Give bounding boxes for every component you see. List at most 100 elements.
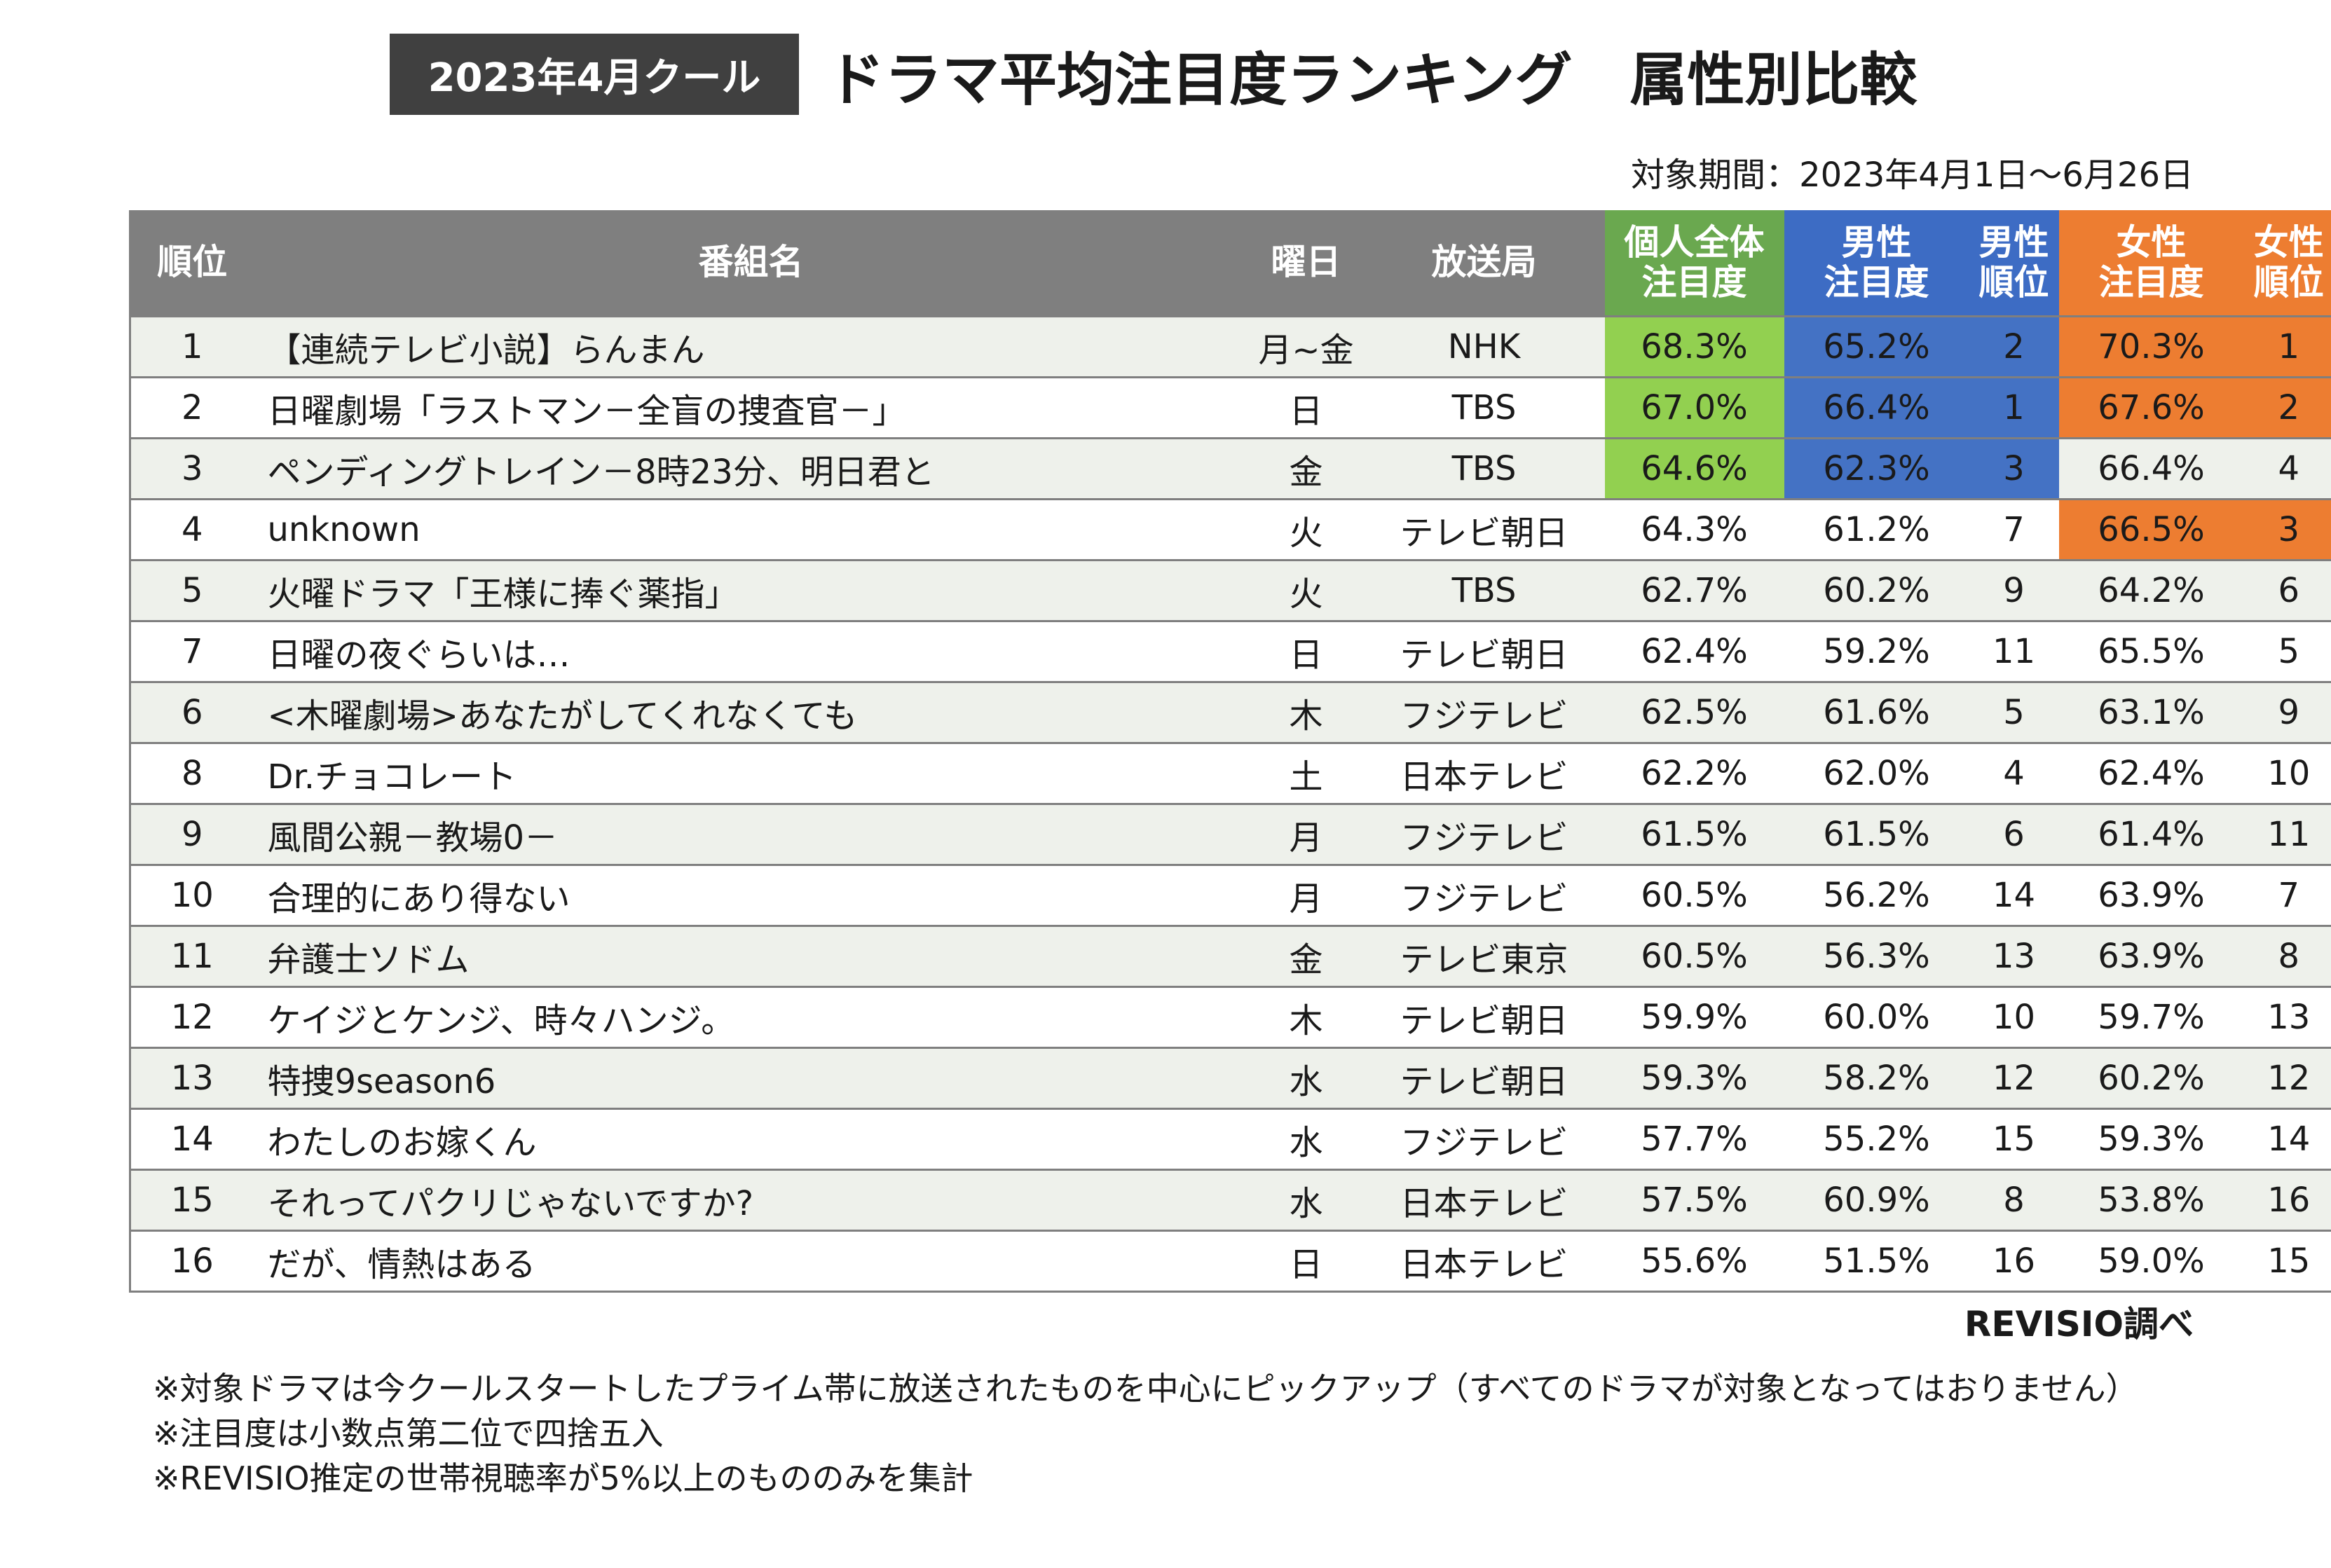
cell-program: 特捜9season6 bbox=[253, 1047, 1249, 1110]
cell-female: 64.2% bbox=[2058, 559, 2244, 622]
cell-overall: 68.3% bbox=[1604, 315, 1784, 378]
cell-male: 56.2% bbox=[1784, 864, 1969, 927]
cell-female: 59.3% bbox=[2058, 1108, 2244, 1171]
cell-female-rank: 15 bbox=[2243, 1230, 2331, 1293]
cell-program: <木曜劇場>あなたがしてくれなくても bbox=[253, 681, 1249, 744]
page-title: ドラマ平均注目度ランキング 属性別比較 bbox=[827, 46, 1918, 114]
cell-day: 金 bbox=[1248, 437, 1364, 500]
table-row: 8 Dr.チョコレート土日本テレビ 62.2% 62.0% 4 62.4% 10 bbox=[130, 742, 2331, 805]
cell-rank: 5 bbox=[130, 559, 254, 622]
cell-program: 日曜の夜ぐらいは… bbox=[253, 620, 1249, 683]
cell-female: 53.8% bbox=[2058, 1169, 2244, 1232]
cell-female: 63.1% bbox=[2058, 681, 2244, 744]
cell-overall: 64.6% bbox=[1604, 437, 1784, 500]
cell-station: テレビ朝日 bbox=[1363, 620, 1605, 683]
cell-female: 66.5% bbox=[2058, 498, 2244, 561]
cell-rank: 14 bbox=[130, 1108, 254, 1171]
cell-male: 61.6% bbox=[1784, 681, 1969, 744]
cell-day: 木 bbox=[1248, 681, 1364, 744]
cell-day: 日 bbox=[1248, 376, 1364, 439]
cell-overall: 60.5% bbox=[1604, 864, 1784, 927]
cell-overall: 62.7% bbox=[1604, 559, 1784, 622]
cell-station: テレビ朝日 bbox=[1363, 498, 1605, 561]
cell-day: 木 bbox=[1248, 986, 1364, 1049]
cell-male-rank: 13 bbox=[1969, 925, 2059, 988]
header-day: 曜日 bbox=[1248, 210, 1364, 317]
cell-station: テレビ東京 bbox=[1363, 925, 1605, 988]
cell-male-rank: 5 bbox=[1969, 681, 2059, 744]
table-body: 1 【連続テレビ小説】らんまん 月~金 NHK 68.3% 65.2% 2 70.3% 1 2 日曜… bbox=[130, 315, 2331, 1293]
cell-day: 日 bbox=[1248, 1230, 1364, 1293]
cell-station: フジテレビ bbox=[1363, 803, 1605, 866]
cell-male-rank: 7 bbox=[1969, 498, 2059, 561]
cell-program: 【連続テレビ小説】らんまん bbox=[253, 315, 1249, 378]
cell-station: TBS bbox=[1363, 437, 1605, 500]
header-rank: 順位 bbox=[130, 210, 254, 317]
cell-male-rank: 6 bbox=[1969, 803, 2059, 866]
cell-day: 水 bbox=[1248, 1047, 1364, 1110]
cell-day: 金 bbox=[1248, 925, 1364, 988]
cell-overall: 64.3% bbox=[1604, 498, 1784, 561]
cell-female-rank: 3 bbox=[2243, 498, 2331, 561]
cell-rank: 4 bbox=[130, 498, 254, 561]
cell-station: テレビ朝日 bbox=[1363, 986, 1605, 1049]
cell-female-rank: 8 bbox=[2243, 925, 2331, 988]
cell-female-rank: 6 bbox=[2243, 559, 2331, 622]
cell-overall: 61.5% bbox=[1604, 803, 1784, 866]
cell-program: ケイジとケンジ、時々ハンジ。 bbox=[253, 986, 1249, 1049]
cell-male: 65.2% bbox=[1784, 315, 1969, 378]
cell-female: 67.6% bbox=[2058, 376, 2244, 439]
cell-male-rank: 3 bbox=[1969, 437, 2059, 500]
cell-male-rank: 11 bbox=[1969, 620, 2059, 683]
cell-female: 60.2% bbox=[2058, 1047, 2244, 1110]
table-row: 14 わたしのお嫁くん水フジテレビ 57.7% 55.2% 15 59.3% 14 bbox=[130, 1108, 2331, 1171]
cell-day: 月 bbox=[1248, 864, 1364, 927]
table-row: 16 だが、情熱はある日日本テレビ 55.6% 51.5% 16 59.0% 15 bbox=[130, 1230, 2331, 1293]
header-overall: 個人全体 注目度 bbox=[1604, 210, 1784, 317]
note-line: ※対象ドラマは今クールスタートしたプライム帯に放送されたものを中心にピックアップ… bbox=[153, 1370, 2138, 1408]
cell-female-rank: 5 bbox=[2243, 620, 2331, 683]
cell-day: 土 bbox=[1248, 742, 1364, 805]
cell-station: フジテレビ bbox=[1363, 864, 1605, 927]
cell-program: それってパクリじゃないですか? bbox=[253, 1169, 1249, 1232]
table-row: 3 ペンディングトレイン－8時23分、明日君と金 TBS 64.6% 62.3% 3 66.… bbox=[130, 437, 2331, 500]
cell-female: 65.5% bbox=[2058, 620, 2244, 683]
note-line: ※REVISIO推定の世帯視聴率が5%以上のもののみを集計 bbox=[153, 1459, 973, 1497]
cell-overall: 59.3% bbox=[1604, 1047, 1784, 1110]
source-label: REVISIO調べ bbox=[1964, 1304, 2194, 1345]
cell-program: 火曜ドラマ「王様に捧ぐ薬指」 bbox=[253, 559, 1249, 622]
cell-station: TBS bbox=[1363, 559, 1605, 622]
cell-overall: 57.7% bbox=[1604, 1108, 1784, 1171]
notes: ※対象ドラマは今クールスタートしたプライム帯に放送されたものを中心にピックアップ… bbox=[153, 1366, 2138, 1501]
cell-female: 63.9% bbox=[2058, 864, 2244, 927]
cell-male-rank: 9 bbox=[1969, 559, 2059, 622]
cell-female-rank: 11 bbox=[2243, 803, 2331, 866]
cell-female: 61.4% bbox=[2058, 803, 2244, 866]
table-row: 1 【連続テレビ小説】らんまん 月~金 NHK 68.3% 65.2% 2 70.3% 1 bbox=[130, 315, 2331, 378]
cell-overall: 55.6% bbox=[1604, 1230, 1784, 1293]
cell-program: ペンディングトレイン－8時23分、明日君と bbox=[253, 437, 1249, 500]
cell-female: 59.0% bbox=[2058, 1230, 2244, 1293]
cell-station: 日本テレビ bbox=[1363, 742, 1605, 805]
cell-day: 水 bbox=[1248, 1108, 1364, 1171]
cell-program: Dr.チョコレート bbox=[253, 742, 1249, 805]
header-row: 順位 番組名 曜日 放送局 個人全体 注目度 男性 注目度 男性 順位 女性 注… bbox=[130, 210, 2331, 317]
cell-female-rank: 4 bbox=[2243, 437, 2331, 500]
table-row: 13 特捜9season6 水テレビ朝日 59.3% 58.2% 12 60.2% 12 bbox=[130, 1047, 2331, 1110]
cell-male: 62.0% bbox=[1784, 742, 1969, 805]
cell-station: 日本テレビ bbox=[1363, 1169, 1605, 1232]
cell-male: 58.2% bbox=[1784, 1047, 1969, 1110]
cell-station: テレビ朝日 bbox=[1363, 1047, 1605, 1110]
cell-male-rank: 8 bbox=[1969, 1169, 2059, 1232]
cell-program: だが、情熱はある bbox=[253, 1230, 1249, 1293]
cell-program: わたしのお嫁くん bbox=[253, 1108, 1249, 1171]
cell-station: NHK bbox=[1363, 315, 1605, 378]
header-station: 放送局 bbox=[1363, 210, 1605, 317]
cell-female-rank: 9 bbox=[2243, 681, 2331, 744]
cell-male: 60.9% bbox=[1784, 1169, 1969, 1232]
header-program: 番組名 bbox=[253, 210, 1249, 317]
table-row: 15 それってパクリじゃないですか? 水日本テレビ 57.5% 60.9% 8 53.8% 1… bbox=[130, 1169, 2331, 1232]
cell-station: フジテレビ bbox=[1363, 1108, 1605, 1171]
cell-day: 月 bbox=[1248, 803, 1364, 866]
cell-station: フジテレビ bbox=[1363, 681, 1605, 744]
